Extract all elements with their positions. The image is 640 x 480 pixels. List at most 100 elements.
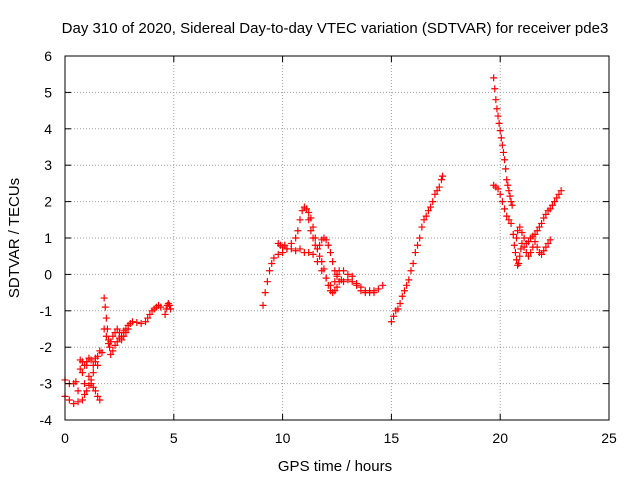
- data-point: [120, 332, 128, 340]
- data-point: [503, 212, 511, 220]
- data-point: [507, 198, 515, 206]
- data-point: [357, 283, 365, 291]
- data-point: [418, 223, 426, 231]
- data-point: [437, 176, 445, 184]
- data-point: [102, 314, 110, 322]
- series-segment-1c: [76, 347, 106, 369]
- data-point: [502, 165, 510, 173]
- data-points: [61, 74, 565, 408]
- data-point: [102, 332, 110, 340]
- data-point: [94, 392, 102, 400]
- data-point: [407, 267, 415, 275]
- data-point: [109, 332, 117, 340]
- data-point: [303, 205, 311, 213]
- data-point: [70, 400, 78, 408]
- data-point: [390, 312, 398, 320]
- data-point: [326, 249, 334, 257]
- data-point: [137, 320, 145, 328]
- data-point: [508, 201, 516, 209]
- data-point: [263, 278, 271, 286]
- data-point: [493, 105, 501, 113]
- data-point: [313, 245, 321, 253]
- data-point: [78, 396, 86, 404]
- data-point: [546, 236, 554, 244]
- data-point: [416, 234, 424, 242]
- y-tick-label: 4: [44, 121, 52, 137]
- data-point: [122, 329, 130, 337]
- data-point: [326, 281, 334, 289]
- data-point: [128, 318, 136, 326]
- data-point: [533, 227, 541, 235]
- data-point: [548, 201, 556, 209]
- data-point: [396, 300, 404, 308]
- data-point: [370, 287, 378, 295]
- data-point: [296, 245, 304, 253]
- data-point: [89, 383, 97, 391]
- data-point: [516, 223, 524, 231]
- data-point: [74, 398, 82, 406]
- data-point: [146, 310, 154, 318]
- data-point: [538, 219, 546, 227]
- data-point: [516, 252, 524, 260]
- data-point: [504, 181, 512, 189]
- data-point: [292, 247, 300, 255]
- data-point: [492, 96, 500, 104]
- y-tick-label: -1: [40, 303, 53, 319]
- data-point: [115, 329, 123, 337]
- data-point: [324, 241, 332, 249]
- y-tick-label: 6: [44, 48, 52, 64]
- data-point: [100, 294, 108, 302]
- series-segment-4: [387, 172, 447, 326]
- data-point: [268, 259, 276, 267]
- data-point: [496, 127, 504, 135]
- series-segment-5c: [509, 230, 554, 269]
- chart-title: Day 310 of 2020, Sidereal Day-to-day VTE…: [62, 20, 609, 37]
- data-point: [124, 325, 132, 333]
- data-point: [411, 249, 419, 257]
- data-point: [94, 352, 102, 360]
- series-segment-2a: [100, 294, 165, 358]
- data-point: [78, 369, 86, 377]
- data-point: [307, 227, 315, 235]
- data-point: [81, 380, 89, 388]
- data-point: [551, 198, 559, 206]
- data-point: [427, 203, 435, 211]
- series-segment-5d: [513, 187, 565, 247]
- data-point: [74, 387, 82, 395]
- data-point: [261, 289, 269, 297]
- data-point: [513, 256, 521, 264]
- data-point: [509, 230, 517, 238]
- x-tick-label: 10: [275, 430, 291, 446]
- data-point: [157, 303, 165, 311]
- data-point: [403, 281, 411, 289]
- data-point: [81, 361, 89, 369]
- data-point: [506, 192, 514, 200]
- data-point: [524, 252, 532, 260]
- data-point: [309, 234, 317, 242]
- data-point: [81, 391, 89, 399]
- data-point: [491, 85, 499, 93]
- data-point: [76, 365, 84, 373]
- data-point: [409, 259, 417, 267]
- series-segment-3c: [305, 216, 341, 280]
- data-point: [309, 250, 317, 258]
- data-point: [83, 387, 91, 395]
- data-point: [505, 187, 513, 195]
- data-point: [113, 338, 121, 346]
- data-point: [420, 216, 428, 224]
- data-point: [435, 183, 443, 191]
- data-point: [144, 314, 152, 322]
- axis-ticks: 0 5 10 15 20 25 -4 -3 -2 -1 0 1 2 3 4 5 6: [40, 48, 617, 446]
- data-point: [503, 176, 511, 184]
- data-point: [340, 278, 348, 286]
- data-point: [161, 310, 169, 318]
- data-point: [98, 349, 106, 357]
- data-point: [366, 289, 374, 297]
- data-point: [513, 234, 521, 242]
- data-point: [133, 318, 141, 326]
- data-point: [331, 287, 339, 295]
- data-point: [316, 241, 324, 249]
- data-point: [91, 387, 99, 395]
- series-segment-2c: [161, 300, 175, 318]
- y-tick-label: 1: [44, 230, 52, 246]
